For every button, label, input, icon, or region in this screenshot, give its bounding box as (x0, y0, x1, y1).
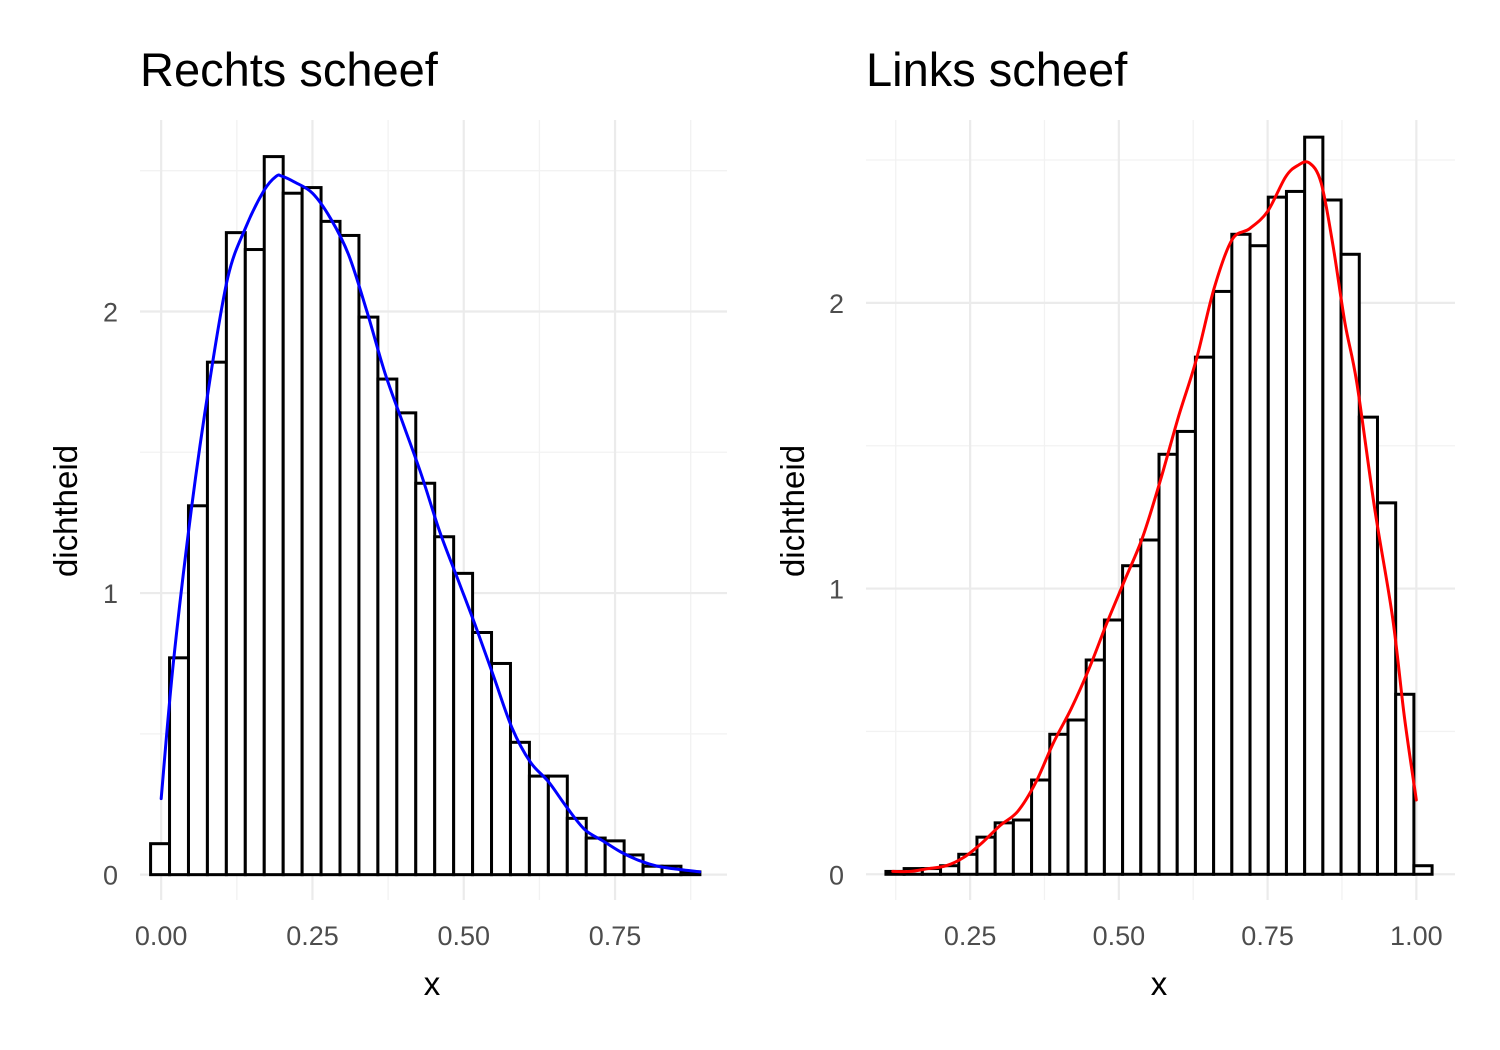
histogram-bar-16 (452, 571, 475, 877)
histogram-bar-8 (1030, 778, 1052, 876)
panel-left-skewed-y-axis-title: dichtheid (774, 445, 811, 577)
panel-left-skewed-x-ticks: 0.25 0.50 0.75 1.00 (944, 921, 1443, 951)
y-tick-label: 2 (829, 289, 844, 319)
histogram-bar-0 (149, 842, 172, 877)
histogram-bar-8 (300, 186, 323, 877)
panel-left-skewed: 0.25 0.50 0.75 1.00 0 1 2 Links scheef x dich… (774, 43, 1455, 1002)
x-tick-label: 0.50 (1093, 921, 1146, 951)
histogram-bar-6 (262, 155, 285, 877)
x-tick-label: 0.75 (589, 921, 642, 951)
histogram-bar-13 (1121, 564, 1143, 876)
histogram-bar-5 (975, 835, 997, 876)
panel-right-skewed-y-axis-title: dichtheid (47, 445, 84, 577)
panel-right-skewed-x-axis-title: x (424, 965, 441, 1002)
x-tick-label: 0.00 (135, 921, 188, 951)
histogram-bar-20 (527, 774, 550, 877)
histogram-bar-19 (508, 740, 531, 877)
x-tick-label: 0.50 (437, 921, 490, 951)
histogram-bar-12 (376, 377, 399, 877)
panel-right-skewed: 0.00 0.25 0.50 0.75 0 1 2 Rechts scheef x dic… (47, 43, 727, 1002)
x-tick-label: 1.00 (1390, 921, 1443, 951)
histogram-bar-11 (1084, 658, 1106, 876)
histogram-bar-21 (1266, 195, 1288, 876)
panel-left-skewed-x-axis-title: x (1151, 965, 1168, 1002)
panel-left-skewed-density-curve (891, 160, 1418, 874)
y-tick-label: 0 (829, 860, 844, 890)
histogram-bar-7 (281, 191, 304, 877)
panel-right-skewed-title: Rechts scheef (140, 43, 439, 96)
panel-left-skewed-title: Links scheef (866, 43, 1128, 96)
panel-right-skewed-density-curve (159, 173, 702, 874)
x-tick-label: 0.25 (944, 921, 997, 951)
histogram-bar-27 (1375, 501, 1398, 876)
histogram-bar-16 (1175, 429, 1197, 876)
y-tick-label: 1 (829, 575, 844, 605)
histogram-bar-11 (357, 315, 380, 877)
histogram-bar-6 (993, 821, 1015, 876)
y-tick-label: 2 (103, 297, 118, 327)
histogram-bar-5 (243, 248, 266, 877)
histogram-bar-26 (1357, 415, 1379, 876)
histogram-bar-4 (224, 231, 247, 877)
panel-left-skewed-bars (884, 135, 1434, 876)
histogram-bar-15 (1157, 452, 1179, 876)
panel-right-skewed-x-ticks: 0.00 0.25 0.50 0.75 (135, 921, 641, 951)
histogram-bar-21 (546, 774, 569, 877)
histogram-bar-2 (186, 504, 209, 877)
panel-right-skewed-bars (149, 155, 702, 877)
histogram-bar-13 (395, 411, 418, 877)
histogram-bar-20 (1248, 244, 1270, 876)
panel-right-skewed-y-ticks: 0 1 2 (103, 297, 118, 890)
histogram-bar-29 (1412, 864, 1434, 876)
panel-left-skewed-y-ticks: 0 1 2 (829, 289, 844, 890)
y-tick-label: 1 (103, 579, 118, 609)
histogram-bar-10 (1066, 718, 1088, 876)
histogram-bar-24 (1321, 198, 1343, 876)
histogram-bar-17 (471, 630, 494, 877)
histogram-bar-9 (1048, 732, 1070, 876)
histogram-bar-12 (1102, 618, 1125, 876)
histogram-bar-19 (1230, 232, 1252, 876)
histogram-bar-17 (1193, 355, 1216, 876)
x-tick-label: 0.75 (1241, 921, 1294, 951)
histogram-bar-7 (1011, 818, 1034, 876)
histogram-bar-18 (1212, 289, 1234, 876)
histogram-bar-22 (1284, 189, 1307, 876)
histogram-bar-24 (603, 839, 626, 877)
histogram-bar-23 (584, 836, 607, 877)
histogram-bar-10 (338, 233, 361, 877)
histogram-bar-23 (1303, 135, 1325, 876)
histogram-bar-9 (319, 219, 342, 877)
histogram-bar-3 (205, 360, 228, 877)
histogram-bar-15 (433, 535, 456, 877)
histogram-bar-1 (168, 656, 190, 877)
histogram-bar-14 (1139, 538, 1161, 876)
histogram-bar-14 (414, 481, 437, 877)
x-tick-label: 0.25 (286, 921, 339, 951)
y-tick-label: 0 (103, 861, 118, 891)
